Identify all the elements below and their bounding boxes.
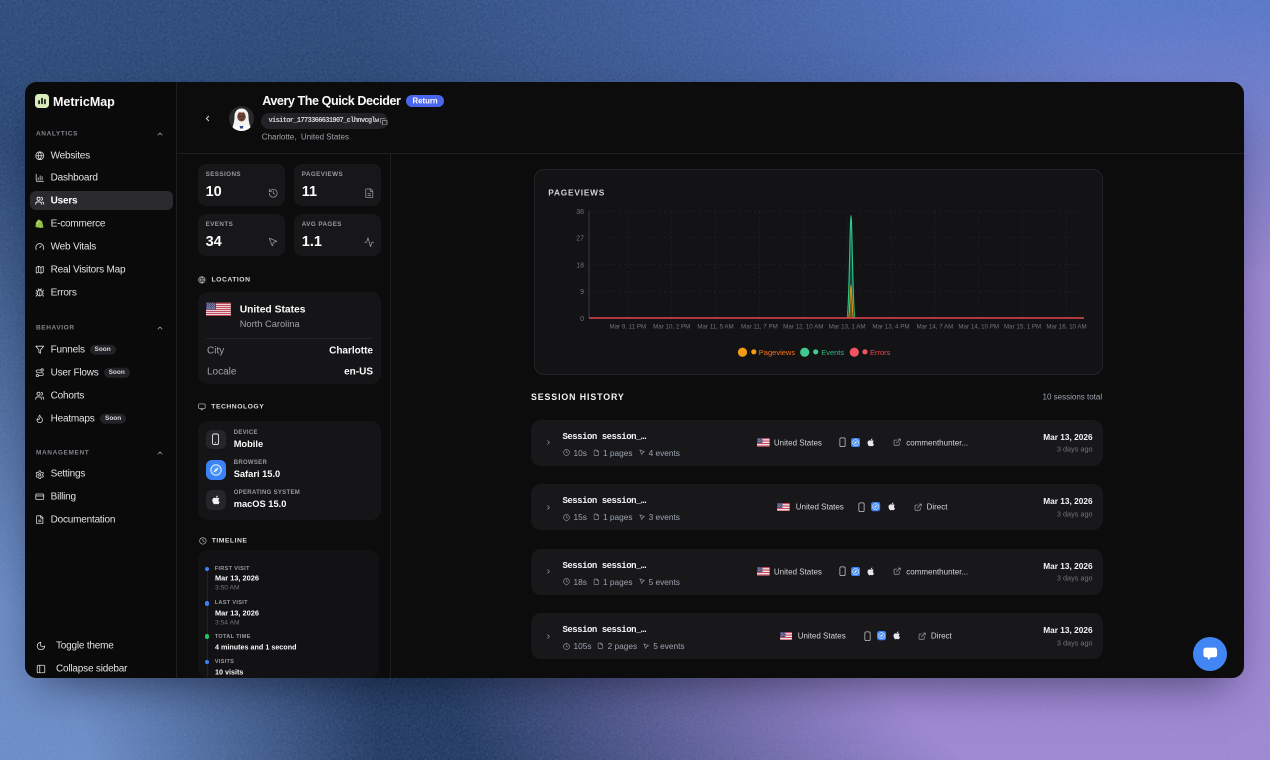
svg-text:Mar 15, 1 PM: Mar 15, 1 PM xyxy=(1004,323,1041,330)
svg-text:0: 0 xyxy=(580,316,584,323)
svg-text:PAGEVIEWS: PAGEVIEWS xyxy=(548,188,605,198)
svg-text:27: 27 xyxy=(576,236,584,243)
svg-text:Mar 9, 11 PM: Mar 9, 11 PM xyxy=(609,323,646,330)
svg-text:36: 36 xyxy=(576,209,584,216)
svg-text:9: 9 xyxy=(580,289,584,296)
svg-text:Errors: Errors xyxy=(870,348,891,357)
svg-text:Mar 14, 10 PM: Mar 14, 10 PM xyxy=(958,323,999,330)
svg-text:Mar 10, 2 PM: Mar 10, 2 PM xyxy=(653,323,690,330)
svg-text:Mar 13, 4 PM: Mar 13, 4 PM xyxy=(872,323,909,330)
svg-text:Mar 16, 10 AM: Mar 16, 10 AM xyxy=(1046,323,1086,330)
svg-text:Mar 11, 5 AM: Mar 11, 5 AM xyxy=(697,323,733,330)
svg-text:Events: Events xyxy=(821,348,844,357)
svg-text:Mar 14, 7 AM: Mar 14, 7 AM xyxy=(917,323,954,330)
svg-text:Pageviews: Pageviews xyxy=(759,348,796,357)
svg-text:Mar 12, 10 AM: Mar 12, 10 AM xyxy=(783,323,823,330)
svg-text:Mar 13, 1 AM: Mar 13, 1 AM xyxy=(829,323,866,330)
svg-text:18: 18 xyxy=(576,262,584,269)
svg-text:Mar 11, 7 PM: Mar 11, 7 PM xyxy=(741,323,778,330)
